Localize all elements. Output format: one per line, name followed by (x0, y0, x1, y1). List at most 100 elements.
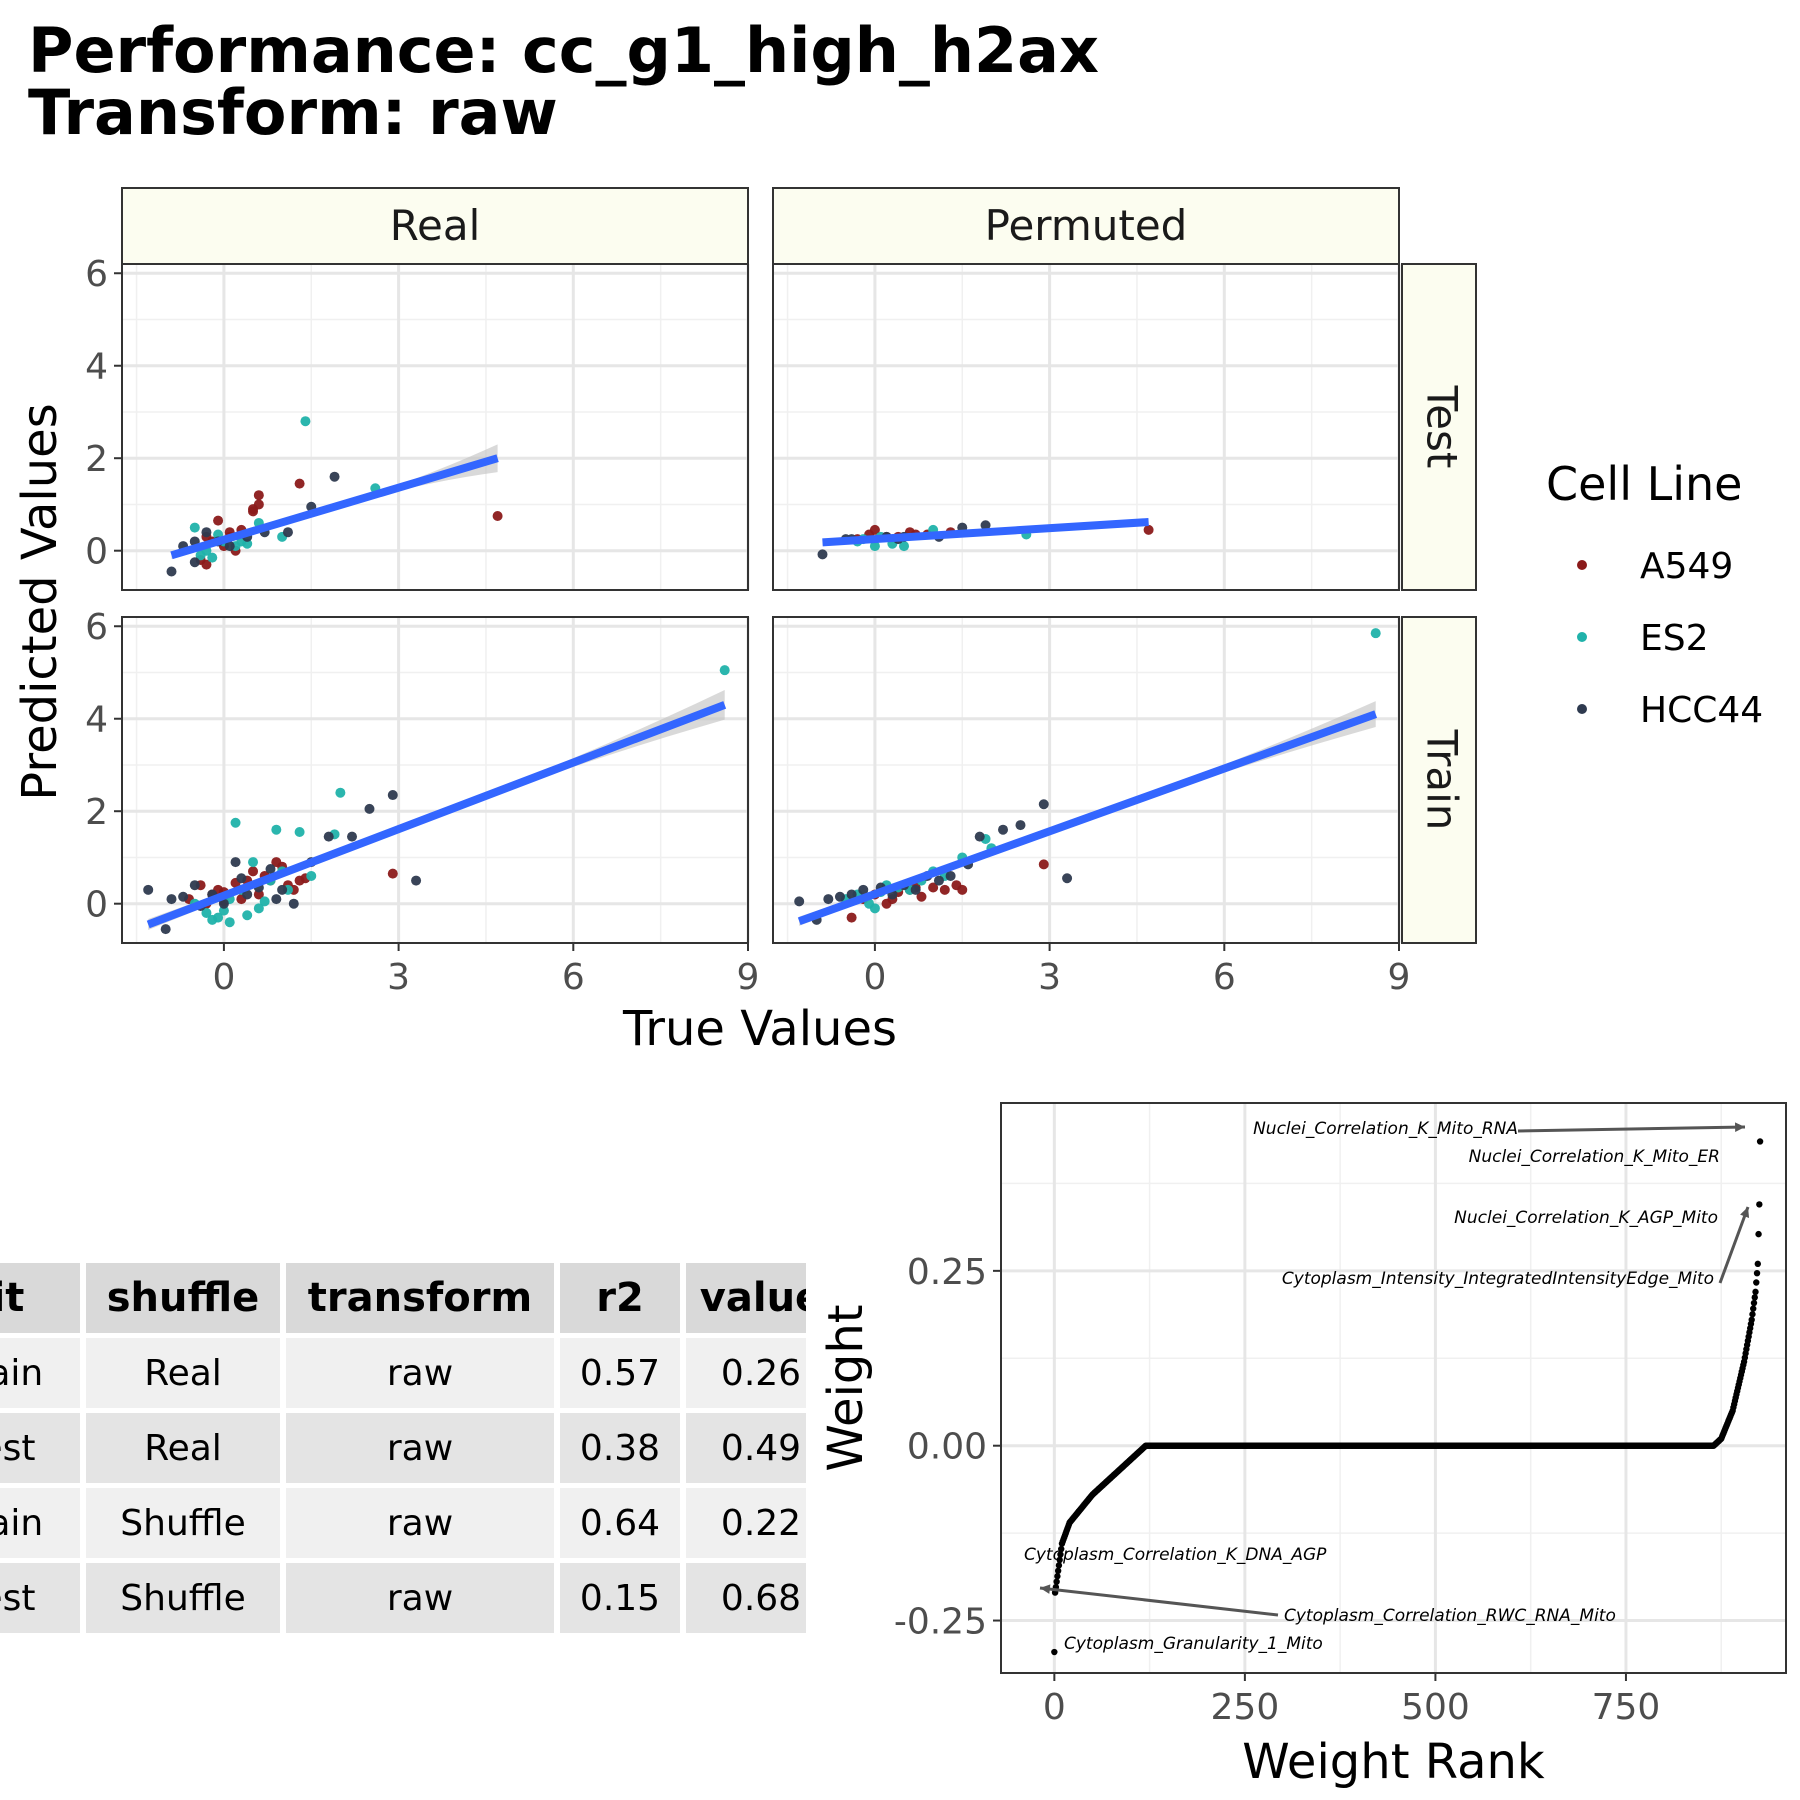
point-es2 (248, 857, 259, 868)
legend-key-es2 (1577, 632, 1587, 642)
table-header-cell-value (686, 1263, 806, 1333)
panel-real-test (121, 263, 750, 591)
table-cell-bg (686, 1413, 806, 1483)
weight-point (1748, 1316, 1755, 1324)
point-es2 (335, 787, 346, 798)
table-cell-bg (86, 1413, 280, 1483)
point-hcc44 (271, 894, 282, 905)
legend-key-a549 (1577, 560, 1587, 570)
weight-point (1751, 1294, 1758, 1301)
panel-permuted-train (772, 616, 1401, 944)
point-a549 (1143, 524, 1154, 535)
weight-point (1054, 1573, 1061, 1580)
table-header-transform: transform (308, 1275, 532, 1321)
point-es2 (213, 912, 224, 923)
table-cell-bg (686, 1563, 806, 1633)
point-a549 (248, 506, 259, 517)
annotation-arrow-nuclei-correlation-k-mito-rna (1517, 1125, 1746, 1133)
y-axis-title: Predicted Values (12, 403, 68, 800)
table-cell-bg (286, 1413, 554, 1483)
x-tick-label: 0 (212, 957, 235, 998)
strip-permuted (772, 187, 1400, 265)
point-es2 (306, 870, 317, 881)
point-a549 (939, 884, 950, 895)
weight-point (1058, 1545, 1065, 1553)
point-hcc44 (933, 875, 944, 886)
weight-point (1750, 1305, 1757, 1312)
point-a549 (213, 515, 224, 526)
point-a549 (928, 882, 939, 893)
point-es2 (869, 903, 880, 914)
annotation-cytoplasm-correlation-k-dna-agp: Cytoplasm_Correlation_K_DNA_AGP (1024, 1545, 1327, 1565)
point-hcc44 (224, 541, 235, 552)
legend-key-hcc44 (1577, 704, 1587, 714)
point-hcc44 (230, 857, 241, 868)
y-tick-label: 0 (85, 532, 108, 573)
point-es2 (294, 827, 305, 838)
weight-point (1756, 1201, 1763, 1208)
point-hcc44 (945, 870, 956, 881)
point-hcc44 (1015, 820, 1026, 831)
y-tick-label: 2 (85, 792, 108, 833)
x-tick-label: 3 (387, 957, 410, 998)
point-hcc44 (282, 527, 293, 538)
point-hcc44 (329, 471, 340, 482)
table-cell-bg (286, 1338, 554, 1408)
point-es2 (259, 896, 270, 907)
table-cell-value: 0.22 (721, 1503, 801, 1544)
panel-permuted-test (772, 263, 1401, 591)
annotation-arrowhead (1740, 1207, 1750, 1218)
table-cell-r2: 0.38 (580, 1428, 660, 1469)
fit-line (797, 710, 1378, 926)
table-cell-bg (286, 1488, 554, 1558)
point-hcc44 (218, 898, 229, 909)
weight-point (1750, 1299, 1758, 1307)
table-cell-value: 0.49 (721, 1428, 801, 1469)
table-cell-bg (86, 1338, 280, 1408)
point-es2 (218, 905, 229, 916)
weight-point (1053, 1578, 1060, 1585)
table-cell-r2: 0.15 (580, 1578, 660, 1619)
table-cell-shuffle: Real (144, 1353, 222, 1394)
weight-rank-chart: Nuclei_Correlation_K_Mito_RNA Nuclei_Corr… (818, 1102, 1787, 1790)
legend-label-es2: ES2 (1640, 618, 1709, 659)
annotation-cytoplasm-intensity-integratedintensityedge-mito: Cytoplasm_Intensity_IntegratedIntensityE… (1282, 1269, 1714, 1289)
point-hcc44 (178, 891, 189, 902)
x-tick-label: 250 (1211, 1687, 1280, 1728)
x-tick-label: 6 (562, 957, 585, 998)
point-hcc44 (974, 831, 985, 842)
point-hcc44 (347, 831, 358, 842)
annotation-cytoplasm-granularity-1-mito: Cytoplasm_Granularity_1_Mito (1064, 1634, 1323, 1654)
point-hcc44 (858, 884, 869, 895)
table-cell-bg (86, 1563, 280, 1633)
table-cell-bg (560, 1338, 680, 1408)
point-es2 (271, 824, 282, 835)
point-hcc44 (846, 889, 857, 900)
table-cell-fit: Train (0, 1353, 43, 1394)
results-table: fit shuffle transform r2 value Train Real raw 0.… (0, 1263, 806, 1633)
y-tick-label: 0.25 (907, 1252, 987, 1293)
point-es2 (207, 552, 218, 563)
point-a549 (957, 884, 968, 895)
strip-real (121, 187, 749, 265)
point-hcc44 (143, 884, 154, 895)
table-cell-bg (0, 1563, 80, 1633)
weight-point (1054, 1567, 1062, 1575)
table-cell-fit: Test (0, 1578, 35, 1619)
weight-x-axis-title: Weight Rank (1242, 1734, 1545, 1790)
point-hcc44 (980, 520, 991, 531)
table-cell-r2: 0.57 (580, 1353, 660, 1394)
table-cell-bg (560, 1563, 680, 1633)
point-a549 (492, 511, 503, 522)
point-hcc44 (277, 884, 288, 895)
weight-point (1057, 1551, 1064, 1558)
point-a549 (248, 866, 259, 877)
panel-border (772, 616, 1400, 944)
x-tick-label: 9 (1388, 957, 1411, 998)
panel-real-train (121, 616, 750, 944)
annotation-nuclei-correlation-k-agp-mito: Nuclei_Correlation_K_AGP_Mito (1454, 1208, 1718, 1228)
point-hcc44 (166, 566, 177, 577)
point-es2 (300, 416, 311, 427)
table-header-fit: fit (0, 1275, 24, 1321)
